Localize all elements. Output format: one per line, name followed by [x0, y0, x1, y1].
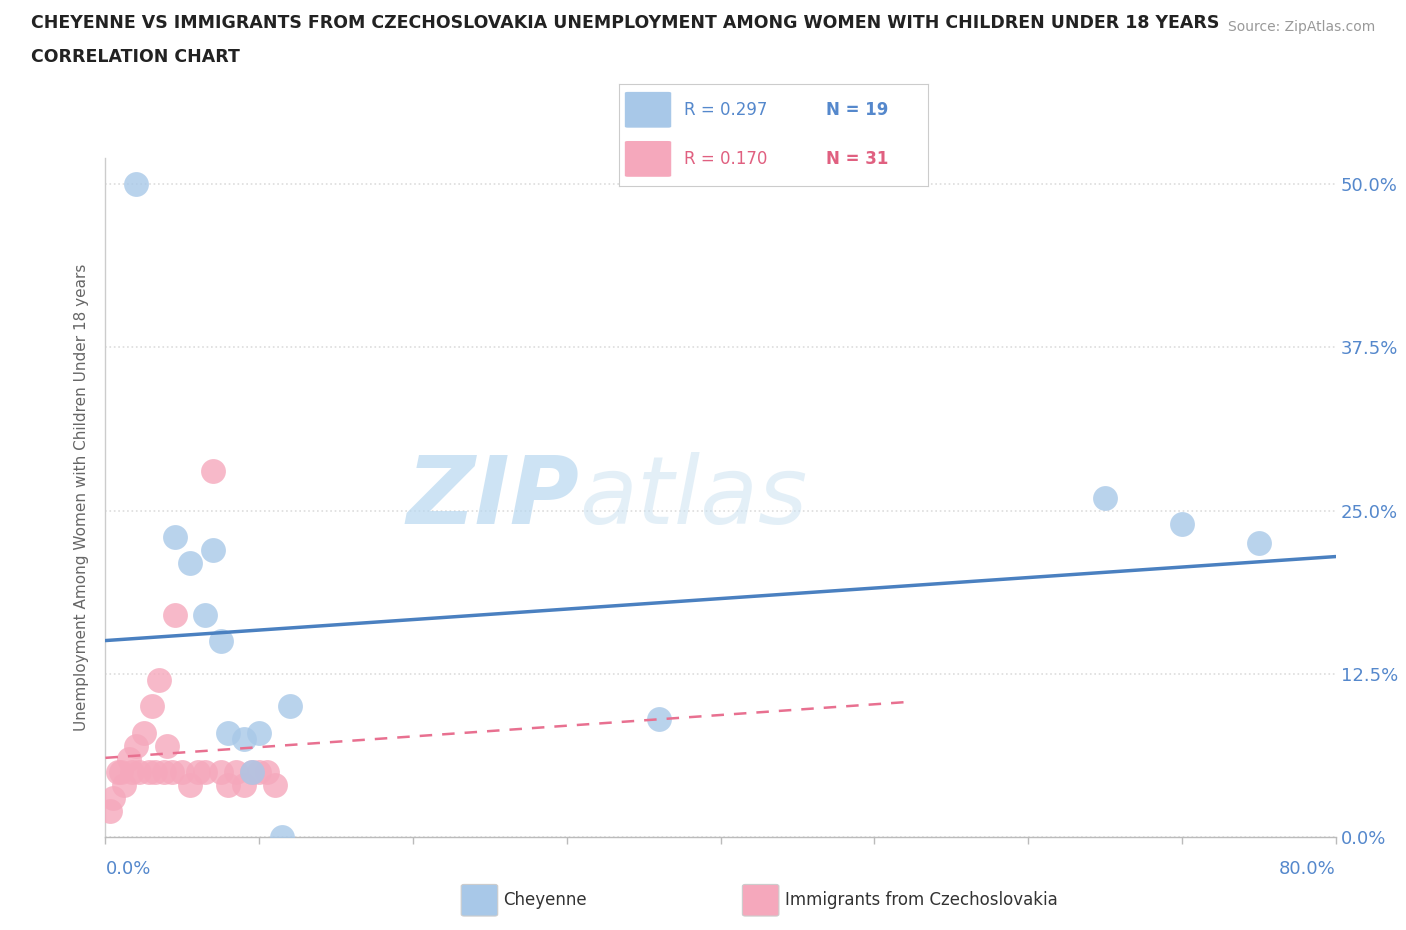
Point [110, 764, 132, 779]
Text: 0.0%: 0.0% [105, 860, 150, 878]
Text: Cheyenne: Cheyenne [503, 891, 586, 910]
Point [256, 764, 278, 779]
Point [202, 542, 225, 557]
Point [179, 777, 201, 792]
Point [218, 777, 240, 792]
Point [160, 764, 183, 779]
Point [125, 177, 148, 192]
Point [187, 764, 209, 779]
Point [194, 764, 217, 779]
Point [1094, 490, 1116, 505]
Y-axis label: Unemployment Among Women with Children Under 18 years: Unemployment Among Women with Children U… [75, 264, 90, 731]
Point [202, 464, 225, 479]
Text: R = 0.297: R = 0.297 [683, 100, 766, 119]
Point [156, 738, 179, 753]
Point [163, 607, 186, 622]
Text: ZIP: ZIP [406, 452, 579, 543]
Point [107, 764, 129, 779]
Point [125, 738, 148, 753]
Point [141, 699, 163, 714]
Point [209, 764, 232, 779]
Point [1247, 536, 1270, 551]
FancyBboxPatch shape [624, 92, 671, 127]
Point [271, 830, 294, 844]
Point [194, 607, 217, 622]
Point [648, 712, 671, 727]
Point [172, 764, 194, 779]
Point [232, 777, 254, 792]
Point [225, 764, 247, 779]
Point [263, 777, 285, 792]
Text: Immigrants from Czechoslovakia: Immigrants from Czechoslovakia [785, 891, 1057, 910]
Point [132, 725, 155, 740]
Text: N = 31: N = 31 [825, 150, 889, 168]
Point [101, 790, 124, 805]
Point [1171, 516, 1194, 531]
Text: N = 19: N = 19 [825, 100, 889, 119]
Point [148, 673, 170, 688]
FancyBboxPatch shape [624, 141, 671, 177]
Text: CORRELATION CHART: CORRELATION CHART [31, 48, 240, 66]
Text: 80.0%: 80.0% [1279, 860, 1336, 878]
Text: CHEYENNE VS IMMIGRANTS FROM CZECHOSLOVAKIA UNEMPLOYMENT AMONG WOMEN WITH CHILDRE: CHEYENNE VS IMMIGRANTS FROM CZECHOSLOVAK… [31, 14, 1219, 32]
Point [179, 555, 201, 570]
Point [278, 699, 301, 714]
Point [240, 764, 263, 779]
Point [128, 764, 150, 779]
Point [143, 764, 166, 779]
Point [138, 764, 160, 779]
Point [112, 777, 135, 792]
Point [240, 764, 263, 779]
Point [121, 764, 143, 779]
Point [117, 751, 139, 766]
Point [218, 725, 240, 740]
Point [247, 764, 270, 779]
Point [247, 725, 270, 740]
Point [209, 633, 232, 648]
Text: atlas: atlas [579, 452, 807, 543]
Point [232, 732, 254, 747]
Point [153, 764, 176, 779]
Point [98, 804, 121, 818]
Point [163, 529, 186, 544]
Text: R = 0.170: R = 0.170 [683, 150, 766, 168]
Text: Source: ZipAtlas.com: Source: ZipAtlas.com [1227, 20, 1375, 34]
